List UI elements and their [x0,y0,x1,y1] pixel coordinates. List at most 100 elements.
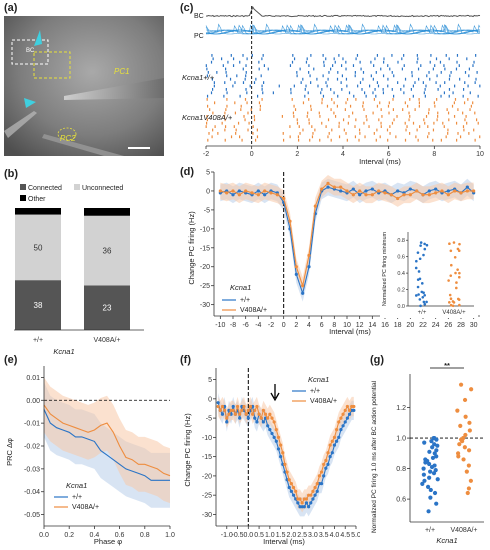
bar-value-label: 50 [34,243,43,252]
g-point [462,397,468,403]
x-tick-label: 0.8 [140,532,150,539]
inset-ylabel: Normalized PC firing minimum [382,231,388,306]
y-tick-label: -10 [202,435,212,442]
inset-point [456,247,460,251]
e-legend-title: Kcna1 [66,481,87,490]
inset-point [457,249,461,253]
series-line [43,409,170,481]
g-point [421,466,426,471]
data-point [335,439,339,443]
raster-label-wt: Kcna1+/+ [182,73,215,82]
data-point [472,189,476,193]
g-point [466,448,472,453]
d-ylabel: Change PC firing (Hz) [187,211,196,285]
y-tick-label: -0.01 [24,421,40,428]
data-point [246,408,250,412]
data-point [341,412,345,416]
e-xlabel: Phase φ [94,537,122,546]
y-tick-label: -20 [202,473,212,480]
data-point [446,193,450,197]
data-point [287,478,291,482]
c-x-tick-label: 2 [295,151,299,158]
bar-value-label: 23 [103,304,112,313]
legend-connected: Connected [28,185,62,192]
x-tick-label: 16 [381,322,389,329]
d-legend-wt: +/+ [240,297,250,304]
y-tick-label: -20 [200,264,210,271]
x-tick-label: 0.2 [64,532,74,539]
g-point [462,445,467,450]
data-point [218,189,222,193]
pc1-label: PC1 [114,67,130,76]
data-point [240,408,244,412]
inset-y-tick-label: 0.4 [397,271,405,277]
data-point [294,489,298,493]
data-point [345,404,349,409]
x-tick-label: 12 [356,322,364,329]
inset-point [457,275,461,279]
data-point [313,485,317,490]
data-point [225,191,229,195]
g-point [428,469,433,474]
f-xlabel: Interval (ms) [263,537,305,546]
x-tick-label: -2 [268,322,274,329]
g-point [461,435,466,441]
y-tick-label: 0.00 [26,398,40,405]
y-tick-label: -15 [200,245,210,252]
g-point [466,463,471,468]
inset-y-tick-label: 0.2 [397,288,405,294]
data-point [415,189,419,193]
legend-swatch-unconnected [74,184,80,190]
pc-trace [205,24,481,35]
y-tick-label: 5 [206,170,210,177]
panel-e-chart: 0.01 0.00 -0.01 -0.02 -0.03 -0.04 -0.05 0.0 0.2 0… [5,366,175,546]
bar-segment [15,208,61,215]
data-point [453,189,457,193]
b-tick-wt: +/+ [33,337,43,344]
x-tick-label: 6 [320,322,324,329]
x-tick-label: 26 [444,322,452,329]
data-point [341,424,345,428]
bar-value-label: 36 [103,247,112,256]
data-point [339,416,343,420]
data-point [330,439,334,443]
data-point [322,462,326,466]
x-tick-label: 28 [457,322,465,329]
x-tick-label: -8 [230,322,236,329]
data-point [291,493,296,497]
panel-g-label: (g) [370,354,385,366]
data-point [421,193,425,197]
y-tick-label: -25 [202,493,212,500]
data-point [294,265,298,269]
data-point [358,193,362,197]
x-tick-label: 18 [394,322,402,329]
data-point [257,412,261,416]
inset-point [454,271,457,275]
g-point [433,468,438,473]
data-point [233,412,237,416]
data-point [370,193,374,197]
data-point [343,408,347,412]
inset-point [416,285,420,289]
inset-point [414,266,418,270]
data-point [446,189,450,193]
g-group-title: Kcna1 [436,536,457,545]
data-point [268,428,272,432]
data-point [276,435,281,439]
data-point [459,191,463,195]
data-point [261,420,265,424]
pc1-selection-box [33,51,71,79]
g-point [421,472,426,477]
e-legend-mut: V408A/+ [72,504,99,511]
data-point [330,451,334,455]
inset-point [449,274,453,277]
data-point [301,291,305,295]
inset-y-tick-label: 0.0 [397,304,405,310]
inset-point [418,298,422,301]
inset-point [419,244,422,247]
data-point [291,485,296,490]
g-point [458,382,464,387]
data-point [263,189,267,193]
inset-background [380,228,478,318]
pc2-outline [57,127,77,141]
